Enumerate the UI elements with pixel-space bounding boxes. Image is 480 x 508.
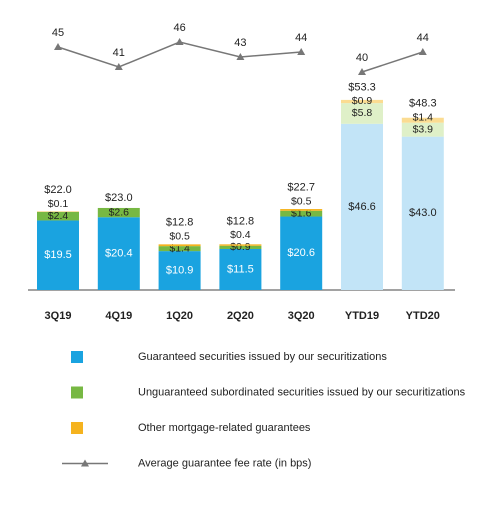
bar-segment (97, 207, 140, 218)
line-marker (175, 38, 184, 45)
line-marker (418, 48, 427, 55)
line-marker (54, 43, 62, 50)
bar-segment (401, 122, 444, 137)
total-label: $12.8 (227, 215, 255, 227)
x-tick-label: YTD19 (345, 310, 379, 322)
total-label: $48.3 (409, 98, 437, 110)
value-label: $11.5 (227, 263, 254, 275)
value-label: $2.6 (109, 206, 130, 218)
line-marker (358, 68, 366, 75)
line-label: 43 (234, 37, 246, 49)
value-label: $1.4 (413, 111, 434, 123)
x-tick-label: 4Q19 (105, 310, 132, 322)
value-label: $43.0 (409, 207, 437, 219)
total-label: $53.3 (348, 81, 376, 93)
line-marker (114, 63, 123, 70)
x-tick-label: YTD20 (406, 310, 440, 322)
legend-label: Other mortgage-related guarantees (138, 422, 311, 434)
value-label: $46.6 (348, 201, 376, 213)
line-label: 45 (52, 27, 64, 39)
bar-segment (158, 244, 201, 247)
value-label: $3.9 (413, 123, 434, 135)
bar-segment (158, 246, 201, 252)
legend-swatch (71, 386, 83, 399)
line (57, 41, 302, 68)
line-label: 44 (417, 32, 429, 44)
value-label: $1.4 (169, 242, 190, 254)
x-tick-label: 3Q19 (45, 310, 72, 322)
bar-segment (97, 217, 140, 290)
line-marker (236, 53, 245, 60)
x-tick-label: 3Q20 (288, 310, 315, 322)
value-label: $0.1 (48, 198, 69, 210)
bar-segment (401, 117, 444, 123)
legend-swatch (71, 422, 83, 434)
bar-segment (280, 216, 323, 290)
x-tick-label: 1Q20 (166, 310, 193, 322)
bar-segment (341, 123, 383, 290)
line-marker (297, 48, 306, 55)
legend-label: Unguaranteed subordinated securities iss… (138, 386, 466, 398)
value-label: $0.4 (230, 229, 251, 241)
legend-label: Guaranteed securities issued by our secu… (138, 351, 387, 363)
total-label: $12.8 (166, 217, 194, 229)
x-tick-label: 2Q20 (227, 310, 254, 322)
legend-swatch (71, 351, 83, 363)
bar-segment (37, 211, 79, 221)
bar-segment (280, 209, 323, 211)
line-label: 41 (113, 47, 125, 59)
legend-label: Average guarantee fee rate (in bps) (138, 457, 311, 469)
bar-segment (280, 210, 323, 217)
line-label: 46 (173, 22, 185, 34)
bar-segment (341, 99, 383, 104)
legend-marker (81, 459, 89, 467)
bar-segment (37, 220, 79, 290)
value-label: $19.5 (44, 249, 72, 261)
value-label: $0.5 (291, 195, 312, 207)
bar-segment (219, 244, 262, 246)
line-label: 40 (356, 52, 368, 64)
bar-segment (341, 103, 383, 124)
line (361, 51, 424, 73)
value-label: $0.9 (352, 95, 373, 107)
bar-segment (401, 136, 444, 290)
value-label: $20.6 (287, 247, 315, 259)
bar-segment (158, 251, 201, 290)
value-label: $10.9 (166, 264, 194, 276)
bar-segment (219, 248, 262, 290)
total-label: $22.7 (287, 182, 315, 194)
total-label: $22.0 (44, 184, 72, 196)
value-label: $5.8 (352, 107, 373, 119)
value-label: $0.9 (230, 241, 251, 253)
line-label: 44 (295, 32, 307, 44)
value-label: $20.4 (105, 248, 133, 260)
value-label: $0.5 (169, 230, 190, 242)
total-label: $23.0 (105, 192, 133, 204)
bar-segment (219, 245, 262, 249)
value-label: $2.4 (48, 210, 69, 222)
